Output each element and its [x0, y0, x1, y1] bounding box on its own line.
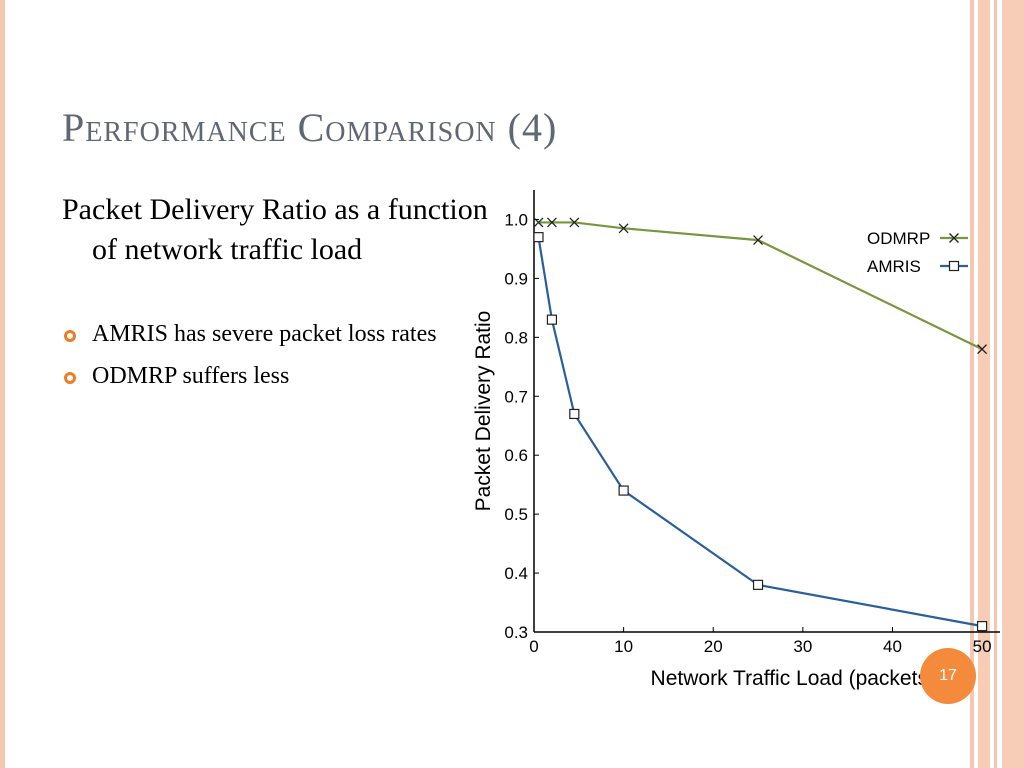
- amris-line: [537, 236, 983, 628]
- legend-label-odmrp: ODMRP: [867, 229, 930, 248]
- odmrp-point: [569, 217, 580, 228]
- odmrp-point-stroke: [546, 217, 557, 228]
- odmrp-point-stroke: [533, 217, 544, 228]
- amris-point: [546, 314, 558, 325]
- bullet-item: ODMRP suffers less: [62, 360, 462, 392]
- x-tick-label: 30: [793, 637, 812, 656]
- bullet-list: AMRIS has severe packet loss rates ODMRP…: [62, 318, 462, 402]
- legend-marker-odmrp: [949, 233, 959, 243]
- odmrp-line: [538, 221, 983, 351]
- odmrp-point-stroke: [618, 223, 629, 234]
- legend-label-amris: AMRIS: [867, 257, 921, 276]
- x-tick-label: 20: [704, 637, 723, 656]
- left-border: [0, 0, 5, 768]
- odmrp-point: [753, 235, 763, 246]
- right-border: [970, 0, 1024, 768]
- y-tick-label: 1.0: [504, 210, 528, 229]
- odmrp-point-stroke: [977, 344, 988, 355]
- y-tick-label: 0.3: [504, 623, 528, 642]
- y-tick-label: 0.7: [504, 387, 528, 406]
- legend: ODMRP AMRIS: [867, 229, 968, 276]
- bullet-text: ODMRP suffers less: [92, 363, 290, 389]
- amris-point: [533, 232, 544, 243]
- amris-point: [569, 408, 580, 420]
- y-tick-label: 0.5: [504, 505, 528, 524]
- x-tick-label: 10: [614, 637, 633, 656]
- slide-title: Performance Comparison (4): [62, 105, 558, 150]
- odmrp-point: [546, 217, 557, 228]
- x-axis-title: Network Traffic Load (packets/sec): [651, 667, 974, 690]
- legend-marker-odmrp-stroke: [949, 233, 959, 243]
- bullet-text: AMRIS has severe packet loss rates: [92, 321, 437, 347]
- y-tick-label: 0.9: [504, 269, 528, 288]
- odmrp-point: [977, 344, 988, 355]
- y-tick-label: 0.4: [504, 564, 528, 583]
- y-tick-label: 0.8: [504, 328, 528, 347]
- y-tick-label: 0.6: [504, 446, 528, 465]
- bullet-icon: [64, 330, 76, 342]
- page-number: 17: [920, 648, 976, 704]
- line-chart: 0.3 0.4 0.5 0.6 0.7 0.8 0.9 1.0 0 10 20 30 40 50 Netwo…: [472, 190, 1000, 690]
- x-tick-label: 40: [883, 637, 902, 656]
- odmrp-point: [618, 223, 629, 234]
- odmrp-point: [533, 217, 544, 228]
- legend-marker-amris: [948, 260, 960, 272]
- amris-point: [752, 579, 764, 590]
- x-tick-label: 50: [973, 637, 992, 656]
- odmrp-point-stroke: [753, 235, 763, 246]
- amris-point: [618, 485, 629, 496]
- bullet-icon: [64, 372, 76, 384]
- amris-point: [976, 621, 988, 632]
- y-axis-title: Packet Delivery Ratio: [472, 311, 495, 512]
- bullet-item: AMRIS has severe packet loss rates: [62, 318, 462, 350]
- lead-text: Packet Delivery Ratio as a function of n…: [62, 193, 488, 266]
- x-tick-label: 0: [529, 637, 538, 656]
- odmrp-point-stroke: [569, 217, 580, 228]
